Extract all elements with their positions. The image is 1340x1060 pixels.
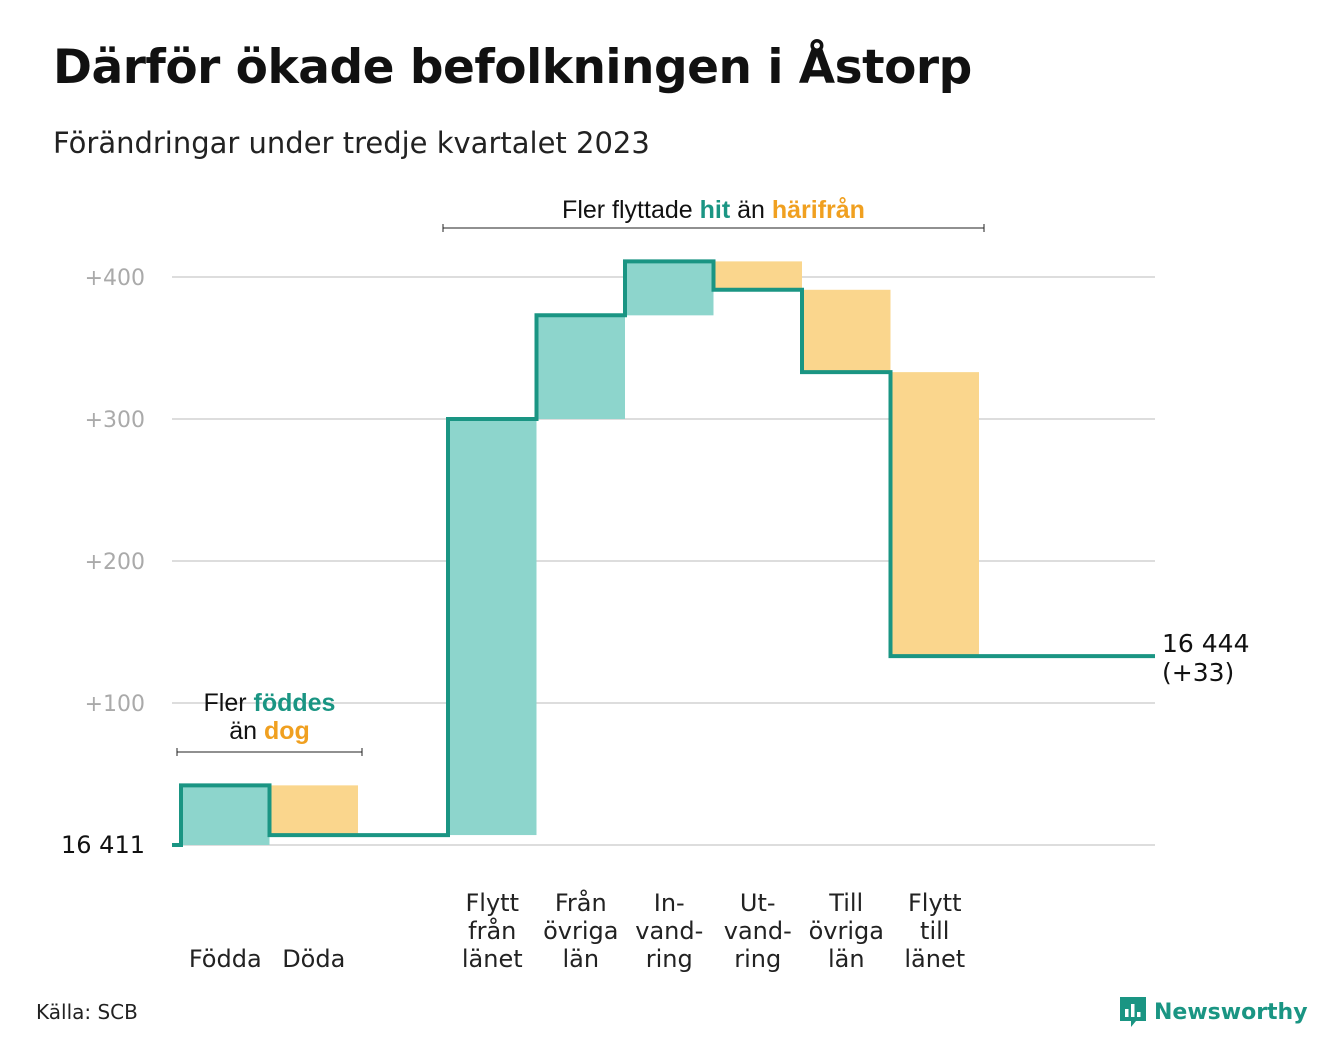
category-label: till [920,917,949,945]
births-annotation-line2: än dog [229,717,310,745]
category-label: Från [555,888,607,917]
migration-annotation-part: härifrån [772,196,865,224]
category-label: övriga [809,917,884,945]
births-annotation-line1: Fler föddes [204,689,336,717]
bar [536,315,625,419]
y-tick-label: +400 [85,266,145,291]
births-annotation-line2-part: än [229,717,264,745]
migration-annotation-part: hit [700,196,731,224]
category-label: länet [462,945,523,973]
category-label: ring [734,945,781,973]
y-tick-label: +100 [85,692,145,717]
bar [713,261,802,290]
category-label: Flytt [908,889,962,917]
births-annotation-line1-part: föddes [254,689,336,717]
y-axis-ticks: +100 +200 +300 +400 16 411 [61,266,145,859]
end-value-label: 16 444 [1162,629,1249,658]
category-label: län [562,945,599,973]
chart-subtitle: Förändringar under tredje kvartalet 2023 [53,126,650,160]
category-label: Ut- [740,889,776,917]
category-labels: 16 444(+33)Födda DödaFlyttfrånlänetFrånöv… [189,629,1250,973]
migration-annotation-part: än [730,196,772,224]
category-label: övriga [543,917,618,945]
bar [269,785,358,836]
newsworthy-logo-text: Newsworthy [1154,999,1308,1025]
category-label: län [828,945,865,973]
category-label: Till [828,889,863,917]
category-label: ring [646,945,693,973]
source-note: Källa: SCB [36,1000,138,1024]
category-label: In- [654,889,685,917]
step-line-path [172,259,1155,847]
births-annotation-line2-part: dog [264,717,310,745]
category-label: Födda [189,945,262,973]
category-label: länet [904,945,965,973]
bars [181,261,979,845]
bar [625,261,714,316]
newsworthy-logo: Newsworthy [1118,994,1308,1030]
step-line [172,259,1155,847]
y-tick-label: +300 [85,408,145,433]
births-annotation-line1-part: Fler [204,689,254,717]
migration-annotation: Fler flyttade hit än härifrån [562,196,865,224]
grid-lines [172,276,1155,846]
category-label: vand- [724,917,792,945]
category-label: Döda [282,945,345,973]
end-change-label: (+33) [1162,658,1234,687]
baseline-label: 16 411 [61,831,145,859]
chart-title: Därför ökade befolkningen i Åstorp [53,40,972,95]
y-tick-label: +200 [85,550,145,575]
bar [802,289,891,373]
bar [890,372,979,657]
migration-annotation-part: Fler flyttade [562,196,700,224]
category-label: Flytt [466,889,520,917]
newsworthy-logo-icon [1120,997,1146,1027]
category-label: vand- [635,917,703,945]
bar [448,419,537,836]
bar [181,785,270,845]
category-label: från [468,916,516,945]
